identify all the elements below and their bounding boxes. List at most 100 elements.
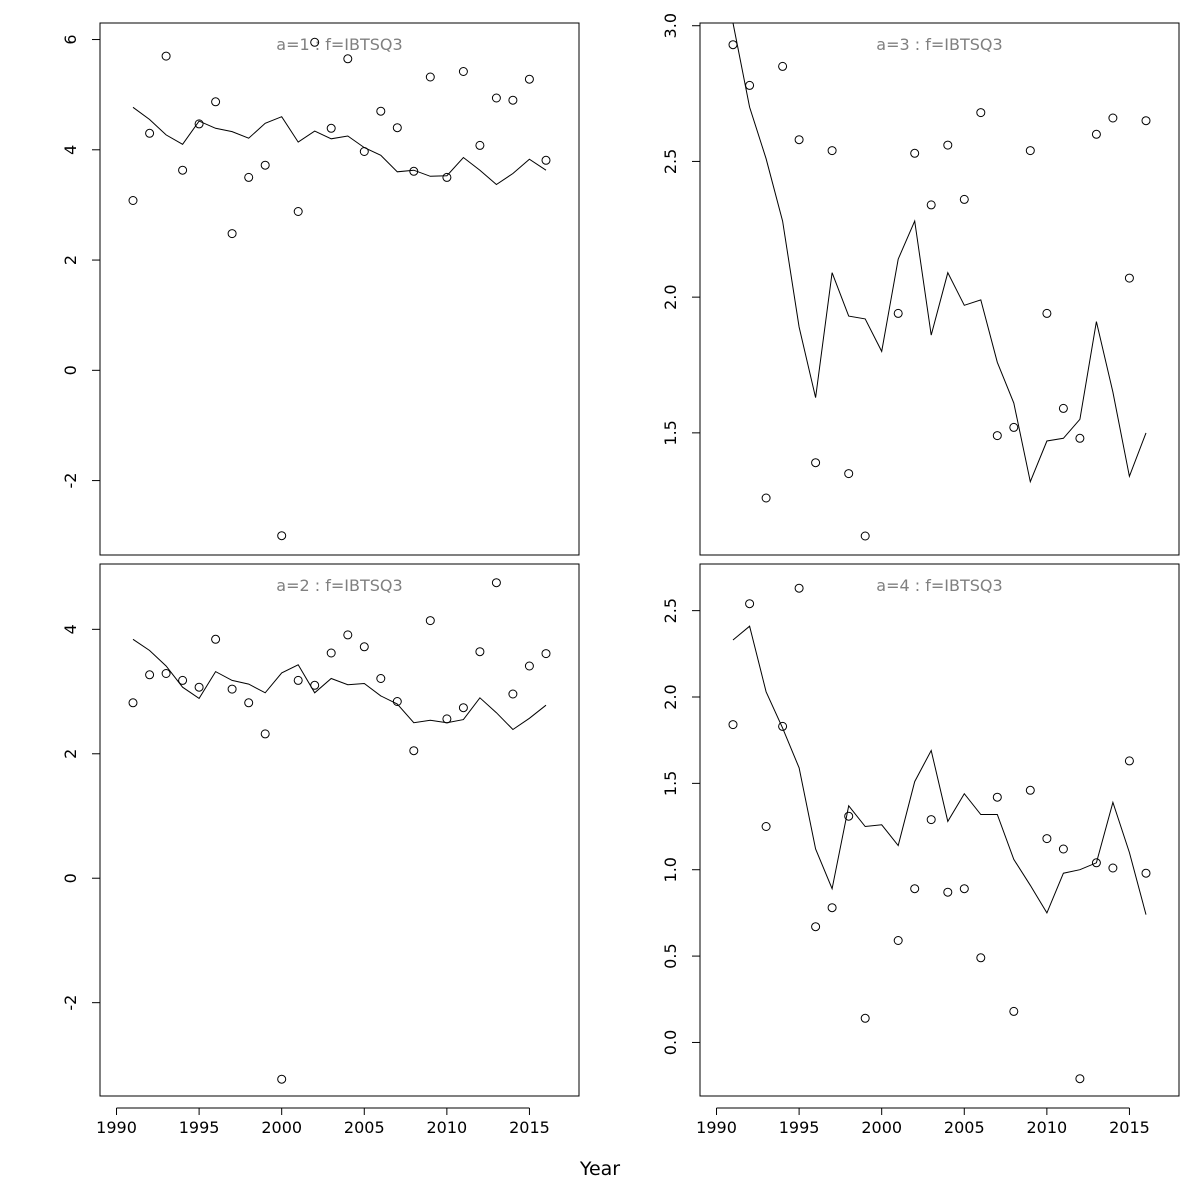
plot-frame [699,22,1180,556]
y-tick-label: 2.5 [661,598,680,623]
x-tick-label: 2015 [509,1118,550,1137]
observation-point [761,822,771,831]
observation-point [1042,308,1052,318]
observation-point [860,1013,870,1023]
x-axis-label: Year [579,1158,620,1180]
observation-point [541,155,551,165]
observation-point [293,675,303,685]
fitted-line [732,22,1147,484]
fitted-line [132,638,547,731]
observation-point [475,647,485,657]
y-tick-label: 2.0 [661,684,680,709]
observation-point [827,903,837,913]
observation-point [893,308,903,318]
observation-point [1108,863,1118,873]
fitted-line [132,106,547,186]
observation-point [794,135,804,145]
y-tick-label: 1.5 [661,771,680,796]
observation-point [524,661,534,671]
x-tick-label: 1995 [779,1118,820,1137]
observation-point [128,196,138,205]
observation-point [326,648,336,658]
observation-point [1025,785,1035,795]
observation-point [491,578,501,588]
observation-point [425,72,435,82]
observation-point [778,721,788,731]
y-tick-label: 4 [61,624,80,634]
observation-point [728,720,738,730]
y-tick-label: 0 [61,873,80,883]
observation-point [1075,1074,1085,1084]
observation-point [194,682,204,692]
panel-title: a=4 : f=IBTSQ3 [876,576,1002,595]
x-tick-label: 1990 [696,1118,737,1137]
observation-point [524,74,534,84]
observation-point [178,165,188,175]
observation-point [211,634,221,644]
x-tick-label: 2000 [861,1118,902,1137]
observation-point [491,93,501,103]
y-tick-label: 0 [61,365,80,375]
fitted-line [732,625,1147,915]
observation-point [277,531,287,541]
x-tick-label: 2010 [427,1118,468,1137]
y-tick-label: 3.0 [661,13,680,38]
observation-point [745,599,755,609]
observation-point [508,95,518,105]
observation-point [926,815,936,825]
observation-point [244,698,254,708]
observation-point [178,675,188,685]
observation-point [910,884,920,894]
observation-point [794,583,804,593]
observation-point [194,119,204,129]
y-tick-label: 2.5 [661,149,680,174]
y-tick-label: -2 [61,995,80,1011]
panel-a2: a=2 : f=IBTSQ3 -2 0 2 4 1990 1995 2000 2005 2010 2… [61,563,580,1137]
observation-point [976,108,986,118]
plot-frame [699,563,1180,1097]
panel-a3: a=3 : f=IBTSQ3 1.5 2.0 2.5 3.0 [661,13,1180,556]
observation-point [442,172,452,182]
observation-point [508,689,518,699]
observation-point [392,123,402,133]
observation-point [260,729,270,739]
observation-point [161,51,171,61]
x-tick-label: 2010 [1027,1118,1068,1137]
observation-point [475,140,485,150]
y-tick-label: 1.0 [661,857,680,882]
observation-point [227,229,237,239]
x-tick-label: 1990 [96,1118,137,1137]
observation-point [1009,422,1019,432]
x-tick-label: 2005 [944,1118,985,1137]
observation-point [992,431,1002,441]
plot-frame [99,563,580,1097]
observation-point [145,128,155,138]
observation-point [458,67,468,76]
observation-point [343,630,353,640]
observation-point [343,54,353,64]
observation-point [811,922,821,932]
y-tick-label: 1.5 [661,420,680,445]
observation-point [277,1074,287,1084]
observation-point [761,493,771,503]
observation-point [1141,116,1151,126]
observation-point [293,207,303,216]
observation-point [244,172,254,182]
observation-point [1091,858,1101,868]
observation-point [1075,433,1085,443]
observation-point [409,746,419,756]
observation-point [211,97,221,107]
observation-point [260,160,270,170]
observation-point [1058,403,1068,413]
observation-point [161,669,171,678]
observation-point [943,140,953,150]
y-tick-label: 2 [61,749,80,759]
observation-point [310,37,320,47]
observation-point [910,148,920,158]
observation-point [778,61,788,71]
x-tick-label: 2000 [261,1118,302,1137]
observation-point [1058,844,1068,854]
observation-point [1124,273,1134,283]
panel-a4: a=4 : f=IBTSQ3 0.0 0.5 1.0 1.5 2.0 2.5 1990 1995… [661,563,1180,1137]
